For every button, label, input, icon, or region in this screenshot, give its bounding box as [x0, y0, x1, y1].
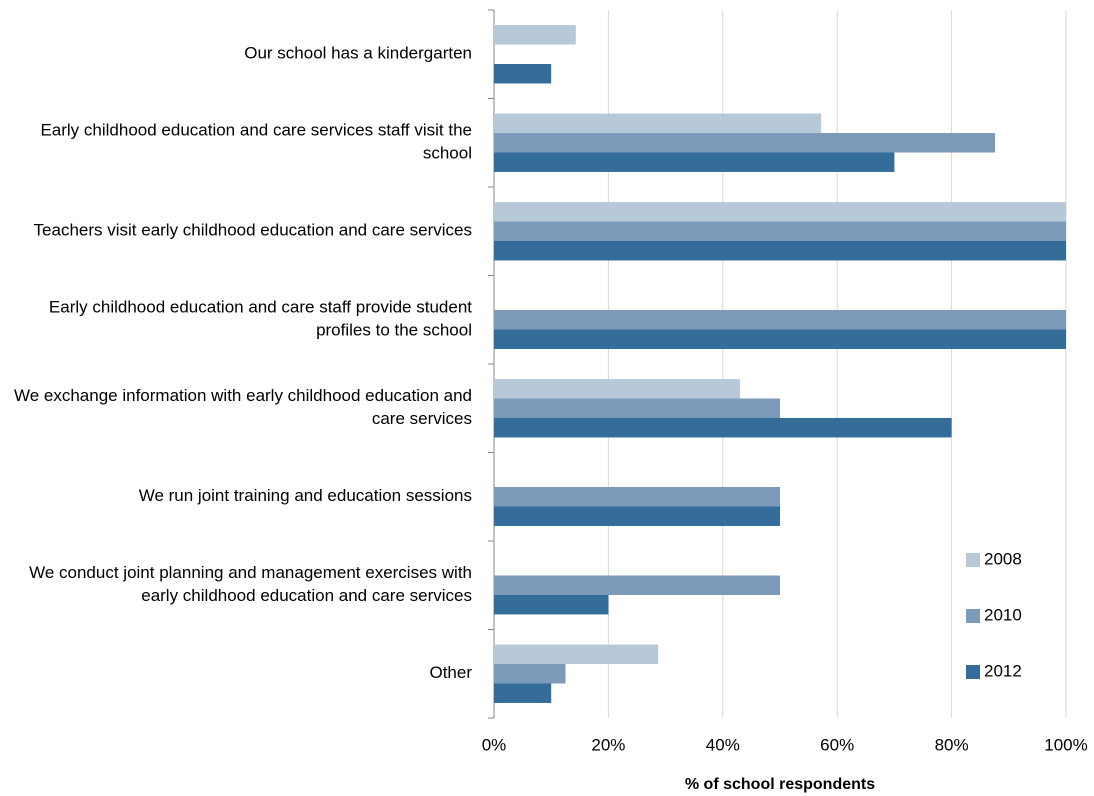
bar [494, 63, 552, 84]
x-tick-label: 100% [1044, 735, 1087, 754]
legend-label: 2010 [984, 605, 1022, 624]
bar [494, 310, 1066, 330]
bar [494, 240, 1066, 261]
bar [494, 202, 1066, 222]
bar [494, 506, 780, 526]
x-tick-label: 40% [706, 735, 740, 754]
bar [494, 113, 822, 134]
bar [494, 25, 576, 45]
x-tick-label: 20% [591, 735, 625, 754]
y-tick-label: We conduct joint planning and management… [29, 563, 472, 605]
bar [494, 221, 1066, 241]
legend-swatch [966, 665, 980, 679]
bar [494, 664, 566, 684]
bar [494, 398, 780, 418]
x-tick-label: 80% [935, 735, 969, 754]
y-tick-label: Our school has a kindergarten [244, 44, 472, 63]
bar [494, 594, 609, 615]
y-tick-label: Teachers visit early childhood education… [34, 221, 472, 240]
x-tick-label: 0% [482, 735, 507, 754]
y-tick-label: Other [429, 663, 472, 682]
x-tick-label: 60% [820, 735, 854, 754]
bar [494, 417, 952, 438]
bar [494, 379, 740, 399]
bar [494, 152, 895, 172]
y-tick-label: We exchange information with early child… [14, 386, 472, 428]
bar [494, 329, 1066, 349]
legend-label: 2012 [984, 661, 1022, 680]
legend-swatch [966, 609, 980, 623]
bar [494, 487, 780, 507]
y-tick-label: Early childhood education and care staff… [49, 298, 472, 340]
legend-label: 2008 [984, 549, 1022, 568]
legend-swatch [966, 553, 980, 567]
bar [494, 133, 996, 153]
y-tick-label: We run joint training and education sess… [139, 486, 472, 505]
bar [494, 644, 659, 665]
bar [494, 683, 552, 703]
bar [494, 575, 780, 595]
x-axis-label: % of school respondents [685, 776, 875, 793]
y-tick-label: Early childhood education and care servi… [40, 121, 472, 163]
